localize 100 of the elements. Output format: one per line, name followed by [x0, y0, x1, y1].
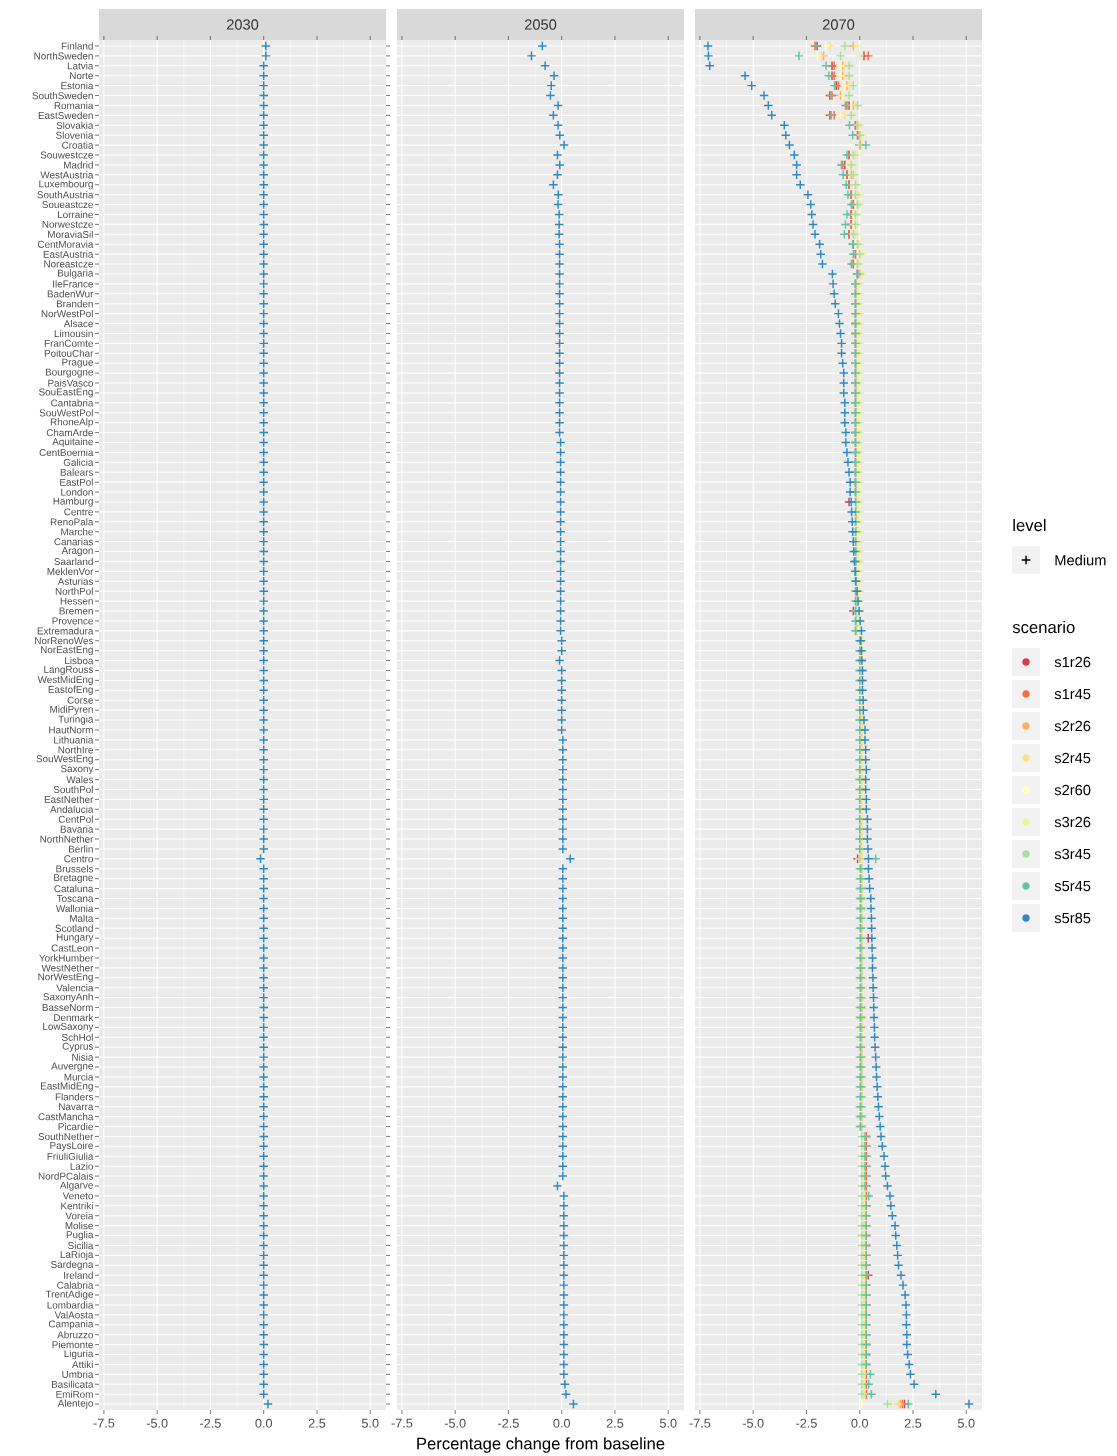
y-tick-label: Souwestcze: [40, 151, 93, 159]
y-tick-label: SouthNether: [38, 1132, 94, 1141]
y-tick-label: NorthPol: [55, 587, 93, 595]
y-tick-label: NorRenoWes: [35, 637, 94, 645]
y-tick-label: Lazio: [70, 1162, 93, 1170]
chart-title: 2030: [226, 19, 259, 30]
x-tick-label: -2.5: [200, 1418, 221, 1428]
y-tick-label: Soueastcze: [42, 201, 93, 209]
y-tick-label: NorWestPol: [41, 310, 93, 318]
y-tick-label: Andalucia: [50, 805, 94, 813]
y-tick-label: Canarias: [54, 538, 94, 546]
y-tick-label: London: [61, 488, 93, 496]
y-tick-label: Algarve: [59, 1181, 93, 1191]
y-tick-label: Norwestcze: [42, 220, 93, 228]
y-tick-label: Campania: [48, 1320, 94, 1330]
y-tick-label: Luxembourg: [39, 180, 93, 190]
y-tick-label: MeklenVor: [47, 567, 94, 575]
y-tick-label: Liguria: [64, 1349, 94, 1360]
x-tick-label: 0.0: [851, 1418, 869, 1428]
y-tick-label: LowSaxony: [43, 1022, 94, 1032]
y-tick-label: ValAosta: [54, 1311, 94, 1319]
y-tick-label: Norte: [70, 72, 93, 80]
y-tick-label: Basilicata: [51, 1380, 94, 1388]
y-tick-label: YorkHumber: [39, 954, 94, 962]
y-tick-label: NorEastEng: [41, 646, 93, 656]
x-tick-label: 2.5: [606, 1418, 624, 1428]
legend-label: s3r26: [1054, 816, 1091, 828]
y-tick-label: RenoPala: [50, 518, 94, 526]
y-tick-label: Abruzzo: [57, 1331, 93, 1339]
legend-label: s2r45: [1054, 752, 1091, 764]
y-tick-label: EmiRom: [56, 1390, 93, 1398]
y-tick-label: Murcia: [64, 1073, 94, 1081]
y-tick-label: Centro: [64, 855, 93, 863]
y-tick-label: Piemonte: [52, 1340, 93, 1349]
x-tick-label: 2.5: [904, 1418, 922, 1428]
x-tick-label: 5.0: [361, 1418, 379, 1428]
y-tick-label: Picardie: [58, 1122, 93, 1131]
y-tick-label: EastAustria: [43, 250, 94, 258]
legend-label: s2r60: [1054, 784, 1091, 796]
y-tick-label: Aquitaine: [52, 437, 93, 448]
x-tick-label: 5.0: [659, 1418, 677, 1428]
text: level: [1013, 518, 1046, 532]
y-tick-label: Denmark: [54, 1013, 94, 1022]
x-axis-title: Percentage change from baseline: [417, 1437, 665, 1453]
y-tick-label: Hamburg: [53, 497, 93, 507]
y-tick-label: SouthPol: [53, 785, 93, 794]
y-tick-label: Madrid: [64, 161, 93, 169]
x-tick-label: 0.0: [255, 1418, 273, 1428]
y-tick-label: Sicilia: [68, 1241, 94, 1250]
x-tick-label: 0.0: [553, 1418, 571, 1428]
y-tick-label: Latvia: [67, 62, 94, 70]
y-tick-label: Kentriki: [61, 1202, 93, 1210]
y-tick-label: WestMidEng: [37, 675, 93, 686]
y-tick-label: Umbria: [62, 1370, 94, 1378]
y-tick-label: Calabria: [57, 1281, 94, 1289]
y-tick-label: Lithuania: [54, 736, 94, 744]
y-tick-label: Lisboa: [65, 656, 94, 665]
y-tick-label: Marche: [61, 528, 93, 536]
legend-label: s5r85: [1054, 912, 1091, 924]
legend-label: s3r45: [1054, 848, 1091, 860]
x-tick-label: -7.5: [689, 1418, 711, 1428]
y-tick-label: MoraviaSil: [48, 230, 93, 238]
y-tick-label: EastSweden: [38, 111, 93, 119]
y-tick-label: PaisVasco: [48, 379, 93, 387]
y-tick-label: EastMidEng: [41, 1082, 93, 1092]
y-tick-label: Branden: [56, 300, 93, 308]
y-tick-label: Attiki: [72, 1360, 93, 1369]
y-tick-label: Slovenia: [55, 131, 94, 139]
y-tick-label: FranComte: [44, 339, 93, 347]
chart-title: 2050: [524, 19, 557, 30]
y-tick-label: Alentejo: [57, 1399, 93, 1409]
y-tick-label: HautNorm: [49, 726, 93, 734]
y-tick-label: Saarland: [54, 557, 93, 566]
text: Medium: [1055, 554, 1106, 566]
legend-label: s1r45: [1054, 688, 1091, 700]
y-tick-label: CentMoravia: [37, 240, 94, 248]
chart-title: 2070: [822, 19, 855, 30]
legend-label: s5r45: [1054, 880, 1091, 892]
y-tick-label: Molise: [65, 1222, 93, 1230]
y-tick-label: SouthAustria: [37, 191, 94, 199]
y-tick-label: Corse: [67, 696, 93, 704]
y-tick-label: FriuliGiulia: [47, 1152, 94, 1160]
y-tick-label: Bremen: [59, 607, 93, 615]
y-tick-label: SchHol: [62, 1033, 93, 1041]
y-tick-label: LangRouss: [44, 666, 94, 675]
y-tick-label: SouWestEng: [36, 755, 93, 765]
y-tick-label: Lombardia: [47, 1301, 94, 1309]
legend-title: scenario: [1012, 620, 1075, 634]
x-tick-label: -2.5: [796, 1418, 817, 1428]
y-tick-label: WestAustria: [40, 171, 94, 179]
y-tick-label: Berlin: [68, 845, 93, 853]
y-tick-label: Toscana: [56, 895, 94, 902]
y-tick-label: Provence: [52, 617, 93, 625]
y-tick-label: Balears: [60, 468, 94, 476]
y-tick-label: LaRioja: [60, 1250, 94, 1260]
y-tick-label: Croatia: [62, 141, 94, 149]
y-tick-label: Cataluna: [54, 884, 94, 893]
y-tick-label: PaysLoire: [50, 1141, 93, 1151]
y-tick-label: Bourgogne: [45, 368, 93, 378]
y-tick-label: Centre: [64, 508, 93, 516]
